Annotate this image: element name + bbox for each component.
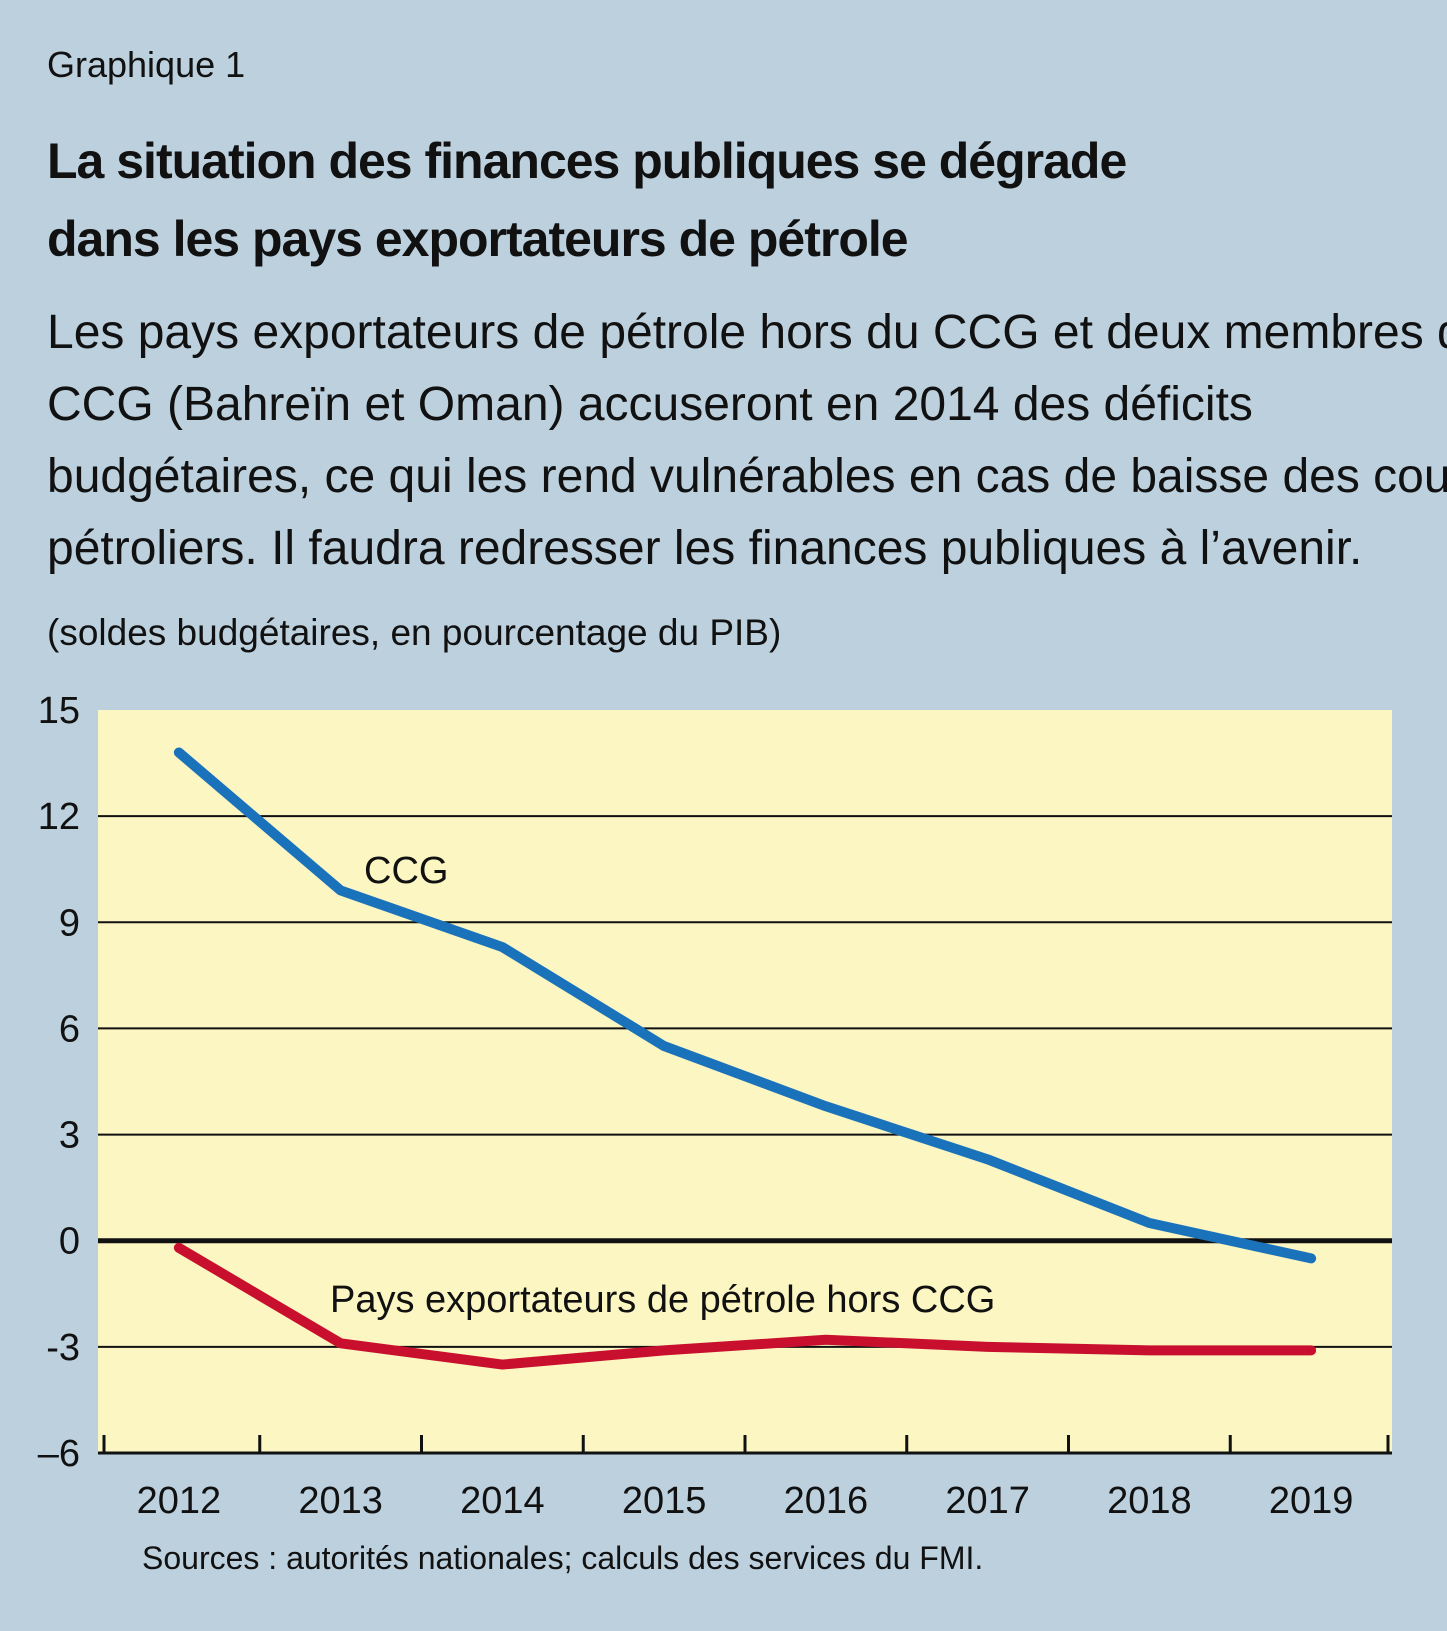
chart-title-line-1: La situation des finances publiques se d… — [47, 133, 1127, 189]
x-tick-label: 2014 — [460, 1480, 545, 1522]
chart-subtitle: Les pays exportateurs de pétrole hors du… — [47, 297, 1447, 585]
data-point — [1310, 1257, 1313, 1260]
y-tick-label: 6 — [59, 1008, 80, 1050]
data-point — [501, 1363, 504, 1366]
x-tick-label: 2012 — [137, 1480, 222, 1522]
y-tick-label: –6 — [38, 1433, 80, 1475]
y-tick-label: 9 — [59, 902, 80, 944]
subtitle-line-2: CCG (Bahreïn et Oman) accuseront en 2014… — [47, 378, 1253, 431]
data-point — [1148, 1222, 1151, 1225]
units-label: (soldes budgétaires, en pourcentage du P… — [47, 612, 782, 653]
x-tick-label: 2013 — [298, 1480, 383, 1522]
x-tick-label: 2016 — [784, 1480, 869, 1522]
figure-label: Graphique 1 — [47, 44, 246, 85]
subtitle-line-1: Les pays exportateurs de pétrole hors du… — [47, 306, 1447, 359]
data-point — [177, 1246, 180, 1249]
data-point — [339, 889, 342, 892]
subtitle-line-3: budgétaires, ce qui les rend vulnérables… — [47, 450, 1447, 503]
data-point — [663, 1045, 666, 1048]
data-point — [1310, 1349, 1313, 1352]
x-tick-label: 2018 — [1107, 1480, 1192, 1522]
data-point — [501, 946, 504, 949]
data-point — [1148, 1349, 1151, 1352]
y-tick-label: 15 — [38, 690, 80, 732]
y-tick-label: 3 — [59, 1115, 80, 1157]
data-point — [986, 1345, 989, 1348]
x-tick-label: 2019 — [1269, 1480, 1354, 1522]
data-point — [177, 751, 180, 754]
series-label-ccg: CCG — [364, 850, 448, 892]
chart-title-line-2: dans les pays exportateurs de pétrole — [47, 211, 909, 267]
data-point — [824, 1105, 827, 1108]
series-line-ccg — [173, 747, 1317, 1264]
y-tick-label: 0 — [59, 1221, 80, 1263]
y-tick-label: -3 — [46, 1327, 80, 1369]
series-label-non-ccg: Pays exportateurs de pétrole hors CCG — [330, 1279, 995, 1321]
source-note: Sources : autorités nationales; calculs … — [142, 1540, 984, 1576]
data-point — [824, 1338, 827, 1341]
x-tick-label: 2015 — [622, 1480, 707, 1522]
subtitle-line-4: pétroliers. Il faudra redresser les fina… — [47, 522, 1363, 575]
data-point — [339, 1342, 342, 1345]
data-point — [663, 1349, 666, 1352]
y-tick-label: 12 — [38, 796, 80, 838]
x-tick-label: 2017 — [945, 1480, 1030, 1522]
series-line-non-ccg — [173, 1242, 1317, 1370]
chart-title: La situation des finances publiques se d… — [47, 122, 1127, 278]
data-point — [986, 1158, 989, 1161]
